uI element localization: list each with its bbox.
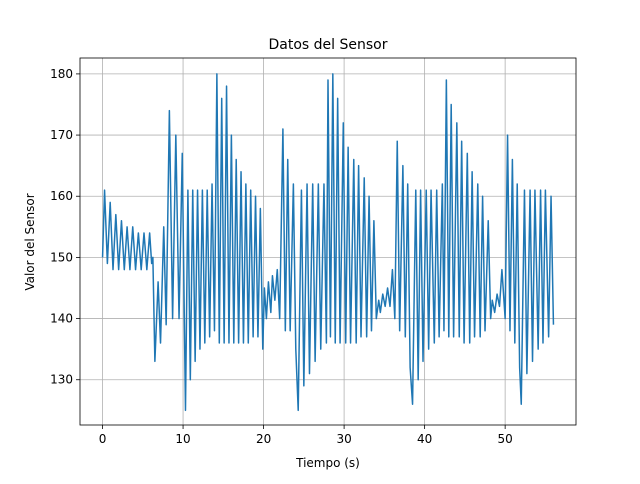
data-line xyxy=(101,73,555,412)
y-tick-label: 140 xyxy=(50,312,73,326)
y-axis-label: Valor del Sensor xyxy=(23,193,37,290)
x-tick-label: 30 xyxy=(336,432,351,446)
x-tick-label: 40 xyxy=(417,432,432,446)
plot-frame xyxy=(79,57,577,426)
x-axis-label: Tiempo (s) xyxy=(295,456,360,470)
y-tick-label: 180 xyxy=(50,67,73,81)
x-tick-label: 0 xyxy=(99,432,107,446)
x-tick-label: 50 xyxy=(498,432,513,446)
y-tick-label: 170 xyxy=(50,128,73,142)
y-tick-label: 130 xyxy=(50,373,73,387)
chart-title: Datos del Sensor xyxy=(269,37,388,53)
y-tick-label: 150 xyxy=(50,250,73,264)
x-tick-label: 10 xyxy=(175,432,190,446)
x-tick-label: 20 xyxy=(256,432,271,446)
y-tick-label: 160 xyxy=(50,189,73,203)
